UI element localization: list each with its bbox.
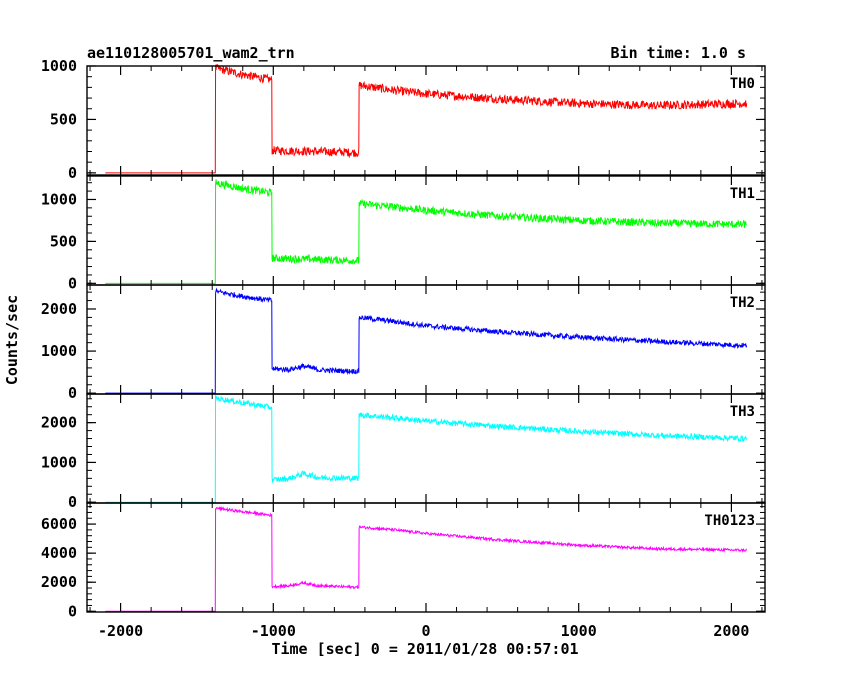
panel-th3: 0 1000 2000 TH3	[41, 393, 766, 511]
series-th3	[105, 395, 748, 503]
y-tick-label: 2000	[41, 300, 77, 318]
y-tick-label: 0	[68, 493, 77, 511]
x-tick-label: 1000	[561, 622, 597, 640]
panel-th0: 0 500 1000 TH0	[41, 57, 766, 182]
y-tick-label: 500	[50, 110, 77, 128]
panel-label: TH1	[730, 186, 755, 202]
y-tick-label: 0	[68, 274, 77, 292]
x-tick-label: 2000	[713, 622, 749, 640]
panel-frame	[86, 175, 766, 286]
panel-label: TH2	[730, 295, 755, 311]
y-tick-label: 0	[68, 164, 77, 182]
panel-label: TH3	[730, 404, 755, 420]
series-th0123	[105, 505, 748, 612]
y-tick-label: 6000	[41, 515, 77, 533]
panel-label: TH0	[730, 76, 755, 92]
y-axis-label: Counts/sec	[3, 295, 21, 385]
x-axis-label: Time [sec] 0 = 2011/01/28 00:57:01	[271, 640, 578, 658]
x-tick-label: 0	[421, 622, 430, 640]
panel-stack: 0 500 1000 TH0 0 500 1000 TH1 0 1000 2000 TH2 0 1000 2…	[41, 57, 766, 640]
y-tick-label: 1000	[41, 342, 77, 360]
plot-title: ae110128005701_wam2_trn	[87, 44, 295, 62]
y-tick-label: 1000	[41, 190, 77, 208]
panel-th0123: 0 2000 4000 6000 TH0123	[41, 502, 766, 620]
panel-frame	[86, 65, 766, 176]
panel-th2: 0 1000 2000 TH2	[41, 284, 766, 402]
series-th1	[105, 179, 747, 284]
panel-frame	[86, 502, 766, 613]
y-tick-label: 1000	[41, 57, 77, 75]
series-th0	[105, 64, 748, 174]
panel-label: TH0123	[704, 513, 755, 529]
y-tick-label: 1000	[41, 453, 77, 471]
y-tick-label: 2000	[41, 573, 77, 591]
series-th2	[105, 287, 748, 394]
y-tick-label: 500	[50, 232, 77, 250]
y-tick-label: 0	[68, 384, 77, 402]
bin-time-label: Bin time: 1.0 s	[611, 44, 746, 62]
y-tick-label: 2000	[41, 414, 77, 432]
x-tick-label: -2000	[98, 622, 143, 640]
y-tick-label: 4000	[41, 544, 77, 562]
x-tick-label: -1000	[251, 622, 296, 640]
y-tick-label: 0	[68, 602, 77, 620]
panel-frame	[86, 393, 766, 504]
panel-th1: 0 500 1000 TH1	[41, 175, 766, 292]
